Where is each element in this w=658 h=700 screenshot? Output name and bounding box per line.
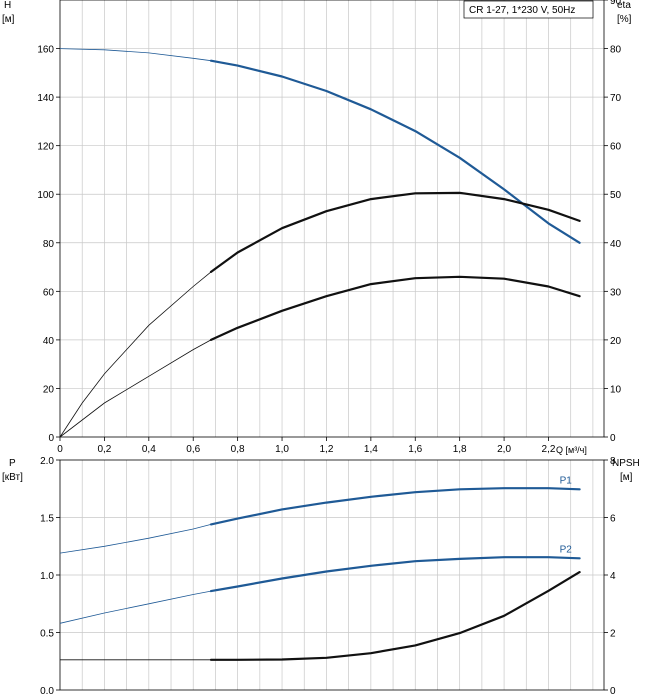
bot-p2-operating-segment bbox=[209, 556, 581, 593]
right-tick-label: 70 bbox=[610, 93, 622, 104]
right-tick-label: 0 bbox=[610, 686, 616, 697]
right-tick-label: 10 bbox=[610, 384, 622, 395]
x-tick-label: 1,2 bbox=[319, 444, 333, 455]
x-tick-label: 2,2 bbox=[542, 444, 556, 455]
series-label-p1: P1 bbox=[560, 475, 573, 486]
top-curve-2-extended-segment bbox=[59, 271, 212, 438]
right-tick-label: 2 bbox=[610, 629, 616, 640]
right-tick-label: 80 bbox=[610, 45, 622, 56]
left-tick-label: 160 bbox=[37, 45, 54, 56]
left-tick-label: 1.5 bbox=[40, 514, 54, 525]
top-curve-3-operating-segment bbox=[209, 275, 581, 341]
right-tick-label: 90 bbox=[610, 0, 622, 7]
top-curves bbox=[59, 48, 581, 438]
top-curve-3-extended-segment bbox=[59, 339, 212, 438]
bot-curve-3-operating-segment bbox=[209, 571, 581, 661]
top-curve-2-operating-segment bbox=[209, 191, 581, 273]
top-grid bbox=[60, 0, 604, 437]
bot-p1-operating-segment bbox=[209, 487, 581, 526]
q-axis-label: Q [м³/ч] bbox=[556, 445, 587, 455]
top-curve-1-operating-segment bbox=[209, 59, 581, 244]
top-tick-labels: 0 20 40 60 80 100 120 140 160 0 10 20 30 40 50 60 70 80 90… bbox=[37, 0, 622, 455]
right-tick-label: 4 bbox=[610, 571, 616, 582]
series-label-p2: P2 bbox=[560, 544, 573, 555]
eta-axis-label-line1: eta bbox=[617, 0, 631, 11]
left-tick-label: 20 bbox=[43, 384, 55, 395]
bottom-curves: P1 P2 bbox=[59, 475, 581, 661]
right-tick-label: 50 bbox=[610, 190, 622, 201]
x-tick-label: 1,6 bbox=[408, 444, 422, 455]
left-tick-label: 120 bbox=[37, 142, 54, 153]
left-tick-label: 80 bbox=[43, 239, 55, 250]
left-tick-label: 100 bbox=[37, 190, 54, 201]
left-tick-label: 1.0 bbox=[40, 571, 54, 582]
left-tick-label: 0.5 bbox=[40, 629, 54, 640]
x-tick-label: 1,0 bbox=[275, 444, 289, 455]
top-curve-1-extended-segment bbox=[59, 48, 212, 62]
right-tick-label: 60 bbox=[610, 142, 622, 153]
bot-p2-extended-segment bbox=[59, 590, 212, 624]
x-tick-label: 0,2 bbox=[97, 444, 111, 455]
npsh-axis-label-line1: NPSH bbox=[612, 458, 640, 469]
right-tick-label: 30 bbox=[610, 287, 622, 298]
left-tick-label: 40 bbox=[43, 336, 55, 347]
x-tick-label: 2,0 bbox=[497, 444, 511, 455]
left-tick-label: 0.0 bbox=[40, 686, 54, 697]
h-axis-label-line2: [м] bbox=[2, 14, 15, 25]
x-tick-label: 0,4 bbox=[142, 444, 156, 455]
legend-box: CR 1-27, 1*230 V, 50Hz bbox=[463, 0, 594, 19]
eta-axis-label-line2: [%] bbox=[617, 14, 632, 25]
x-tick-label: 0,8 bbox=[231, 444, 245, 455]
left-tick-label: 0 bbox=[48, 433, 54, 444]
x-tick-label: 1,8 bbox=[453, 444, 467, 455]
bottom-tick-labels: 0.0 0.5 1.0 1.5 2.0 0 2 4 6 8 bbox=[40, 456, 616, 697]
right-tick-label: 0 bbox=[610, 433, 616, 444]
bot-p1-extended-segment bbox=[59, 524, 212, 554]
top-plot-frame bbox=[59, 0, 605, 438]
left-tick-label: 60 bbox=[43, 287, 55, 298]
right-tick-label: 20 bbox=[610, 336, 622, 347]
h-axis-label-line1: H bbox=[4, 0, 11, 11]
x-tick-label: 0,6 bbox=[186, 444, 200, 455]
legend-box-label: CR 1-27, 1*230 V, 50Hz bbox=[469, 5, 575, 16]
npsh-axis-label-line2: [м] bbox=[620, 472, 633, 483]
bottom-grid bbox=[60, 460, 604, 690]
left-tick-label: 2.0 bbox=[40, 456, 54, 467]
left-tick-label: 140 bbox=[37, 93, 54, 104]
p-axis-label-line2: [кВт] bbox=[2, 472, 23, 483]
right-tick-label: 8 bbox=[610, 456, 616, 467]
right-tick-label: 40 bbox=[610, 239, 622, 250]
x-tick-label: 1,4 bbox=[364, 444, 378, 455]
right-tick-label: 6 bbox=[610, 514, 616, 525]
x-tick-label: 0 bbox=[57, 444, 63, 455]
p-axis-label-line1: P bbox=[9, 458, 16, 469]
